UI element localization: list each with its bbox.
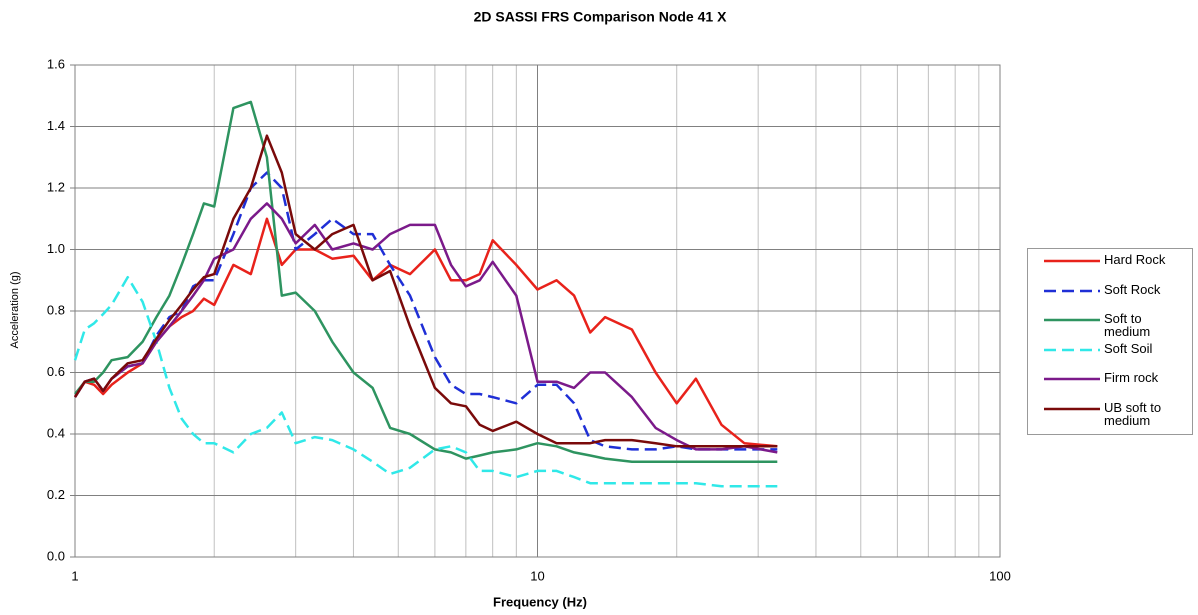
legend-entry: Firm rock [1028,371,1192,401]
legend-label: Hard Rock [1104,252,1166,267]
y-tick-label: 0.6 [47,364,65,379]
legend-entry: UB soft to medium [1028,401,1192,431]
y-tick-label: 0.2 [47,487,65,502]
series-line [74,100,778,463]
legend-swatch [1044,348,1100,351]
legend-swatch [1044,318,1100,322]
legend-entry: Soft to medium [1028,312,1192,342]
legend-entry: Soft Soil [1028,342,1192,372]
series-line [73,202,778,454]
x-tick-label: 10 [530,568,544,583]
legend-label: Firm rock [1104,370,1159,385]
x-tick-label: 100 [989,568,1011,583]
legend-swatch [1044,259,1100,263]
y-tick-label: 1.4 [47,118,65,133]
chart-title: 2D SASSI FRS Comparison Node 41 X [474,9,727,25]
legend-swatch [1044,377,1100,381]
x-tick-label: 1 [71,568,78,583]
legend-entry: Soft Rock [1028,283,1192,313]
series-line [73,134,778,448]
x-axis-label: Frequency (Hz) [493,594,587,609]
y-tick-label: 1.2 [47,179,65,194]
series-line [73,275,778,488]
y-tick-label: 1.6 [47,56,65,71]
legend-swatch [1044,289,1100,292]
legend-entry: Hard Rock [1028,253,1192,283]
y-tick-label: 1.0 [47,241,65,256]
legend-swatch [1044,407,1100,410]
legend: Hard Rock Soft Rock Soft to medium Soft Soi… [1027,248,1193,435]
y-tick-label: 0.4 [47,425,65,440]
legend-label: Soft to medium [1104,311,1151,339]
y-tick-label: 0.0 [47,548,65,563]
legend-label: Soft Rock [1104,281,1161,297]
y-axis-label: Acceleration (g) [9,271,21,348]
y-tick-label: 0.8 [47,302,65,317]
legend-label: UB soft to medium [1104,399,1162,428]
legend-label: Soft Soil [1104,340,1153,356]
